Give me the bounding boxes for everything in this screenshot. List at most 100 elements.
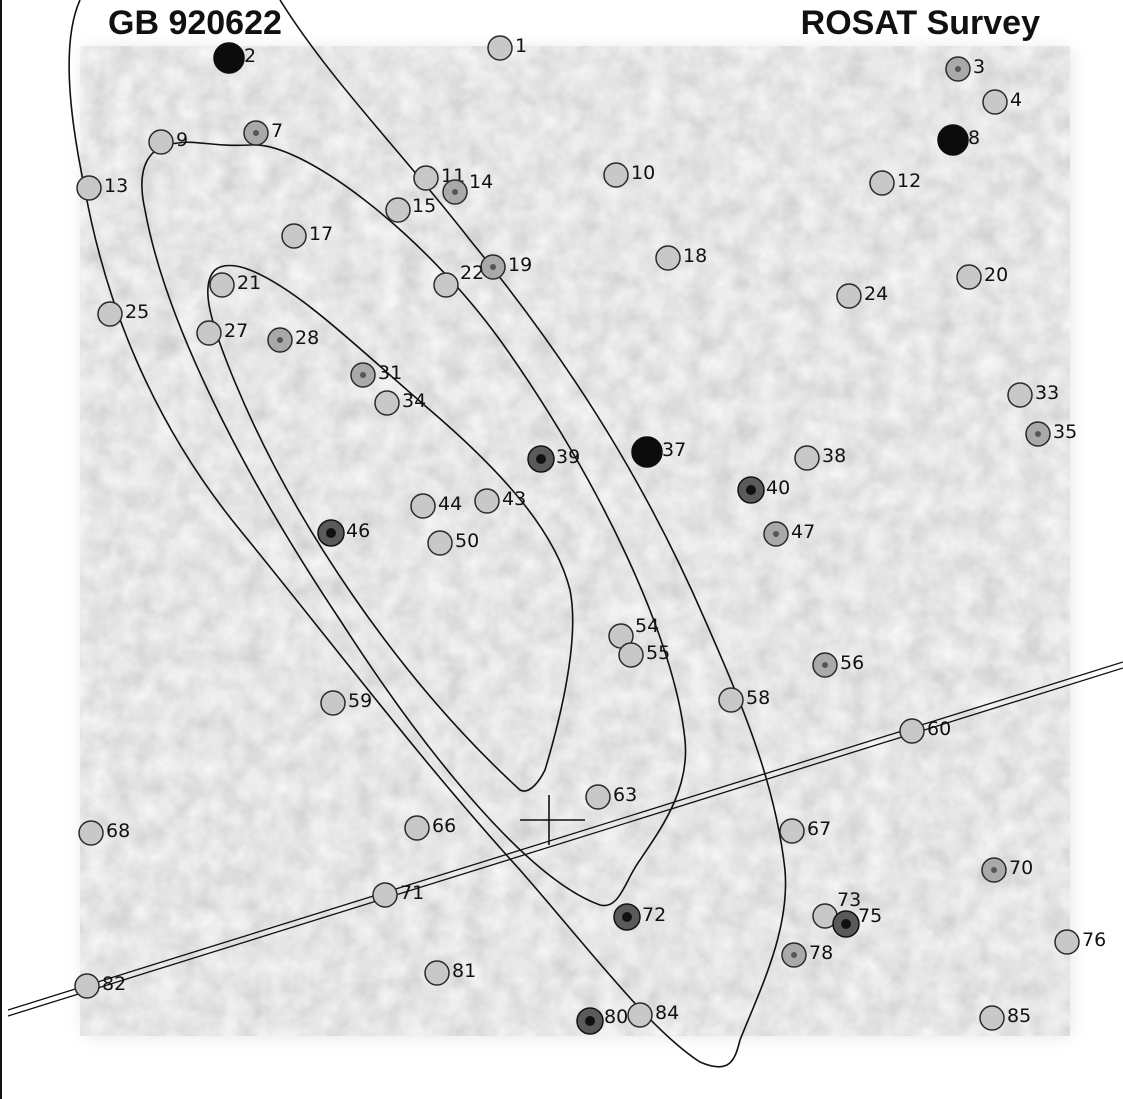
source-81: 81 [424,960,476,986]
source-84: 84 [627,1002,679,1028]
source-12: 12 [869,170,921,196]
source-core [253,130,259,136]
source-label: 66 [432,815,456,837]
source-43: 43 [474,488,526,514]
source-label: 75 [858,905,882,927]
source-label: 33 [1035,382,1059,404]
source-marker [320,690,346,716]
source-label: 2 [244,45,256,67]
source-label: 9 [176,129,188,151]
source-marker [148,129,174,155]
source-44: 44 [410,493,462,519]
source-label: 14 [469,171,493,193]
source-core [277,337,283,343]
inner-contour [207,264,574,792]
source-40: 40 [737,476,790,504]
source-marker [779,818,805,844]
source-label: 70 [1009,857,1033,879]
source-71: 71 [372,882,424,908]
source-67: 67 [779,818,831,844]
source-marker [956,264,982,290]
source-label: 1 [515,35,527,57]
source-label: 13 [104,175,128,197]
source-label: 38 [822,445,846,467]
source-label: 22 [460,262,484,284]
source-label: 3 [973,56,985,78]
source-label: 78 [809,942,833,964]
source-marker [474,488,500,514]
source-label: 39 [556,446,580,468]
source-marker [836,283,862,309]
source-38: 38 [794,445,846,471]
source-20: 20 [956,264,1008,290]
source-37: 37 [631,436,686,468]
source-label: 82 [102,973,126,995]
source-core [360,372,366,378]
source-46: 46 [317,519,370,547]
source-label: 81 [452,960,476,982]
source-core [452,189,458,195]
source-1: 1 [487,35,527,61]
source-label: 25 [125,301,149,323]
source-2: 2 [213,42,256,74]
source-73: 73 [812,889,861,929]
source-label: 18 [683,245,707,267]
source-39: 39 [527,445,580,473]
source-marker [281,223,307,249]
source-label: 37 [662,439,686,461]
source-label: 80 [604,1006,628,1028]
source-19: 19 [480,254,532,280]
source-47: 47 [763,521,815,547]
source-marker [74,973,100,999]
source-59: 59 [320,690,372,716]
source-marker [585,784,611,810]
source-4: 4 [982,89,1022,115]
source-marker [982,89,1008,115]
source-marker [1007,382,1033,408]
source-21: 21 [209,272,261,298]
source-60: 60 [899,718,951,744]
source-marker [869,170,895,196]
source-core [791,952,797,958]
source-marker [196,320,222,346]
source-label: 56 [840,652,864,674]
source-marker [404,815,430,841]
source-17: 17 [281,223,333,249]
burst-position-cross [520,795,585,845]
source-core [955,66,961,72]
source-label: 71 [400,882,424,904]
source-label: 4 [1010,89,1022,111]
source-13: 13 [76,175,128,201]
source-label: 60 [927,718,951,740]
source-label: 34 [402,390,426,412]
source-58: 58 [718,687,770,713]
source-3: 3 [945,56,985,82]
source-31: 31 [350,362,402,388]
source-10: 10 [603,162,655,188]
source-label: 54 [635,615,659,637]
source-66: 66 [404,815,456,841]
source-marker [487,35,513,61]
outer-contour [68,0,787,1068]
source-label: 58 [746,687,770,709]
source-label: 8 [968,127,980,149]
source-core [822,662,828,668]
source-marker [78,820,104,846]
source-label: 17 [309,223,333,245]
source-label: 10 [631,162,655,184]
source-marker [372,882,398,908]
source-label: 44 [438,493,462,515]
title-right: ROSAT Survey [801,4,1040,42]
source-label: 15 [412,195,436,217]
source-marker [631,436,663,468]
source-label: 24 [864,283,888,305]
source-marker [794,445,820,471]
source-label: 31 [378,362,402,384]
source-label: 68 [106,820,130,842]
source-label: 21 [237,272,261,294]
source-label: 84 [655,1002,679,1024]
source-22: 22 [433,262,484,298]
source-core [490,264,496,270]
source-label: 27 [224,320,248,342]
